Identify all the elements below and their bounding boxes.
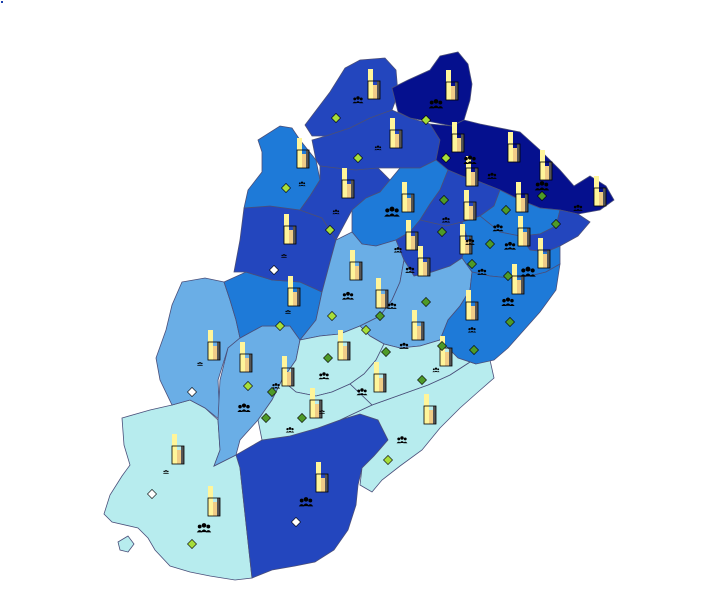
diamond-marker-icon (243, 381, 253, 391)
diamond-marker-icon (297, 413, 307, 423)
bar-chart-icon (463, 190, 477, 221)
diamond-marker-icon (467, 259, 477, 269)
bar-chart-icon (451, 122, 465, 153)
diamond-marker-icon (383, 455, 393, 465)
diamond-marker-icon (501, 205, 511, 215)
diamond-marker-icon (291, 517, 301, 527)
diamond-marker-icon (275, 321, 285, 331)
bar-chart-icon (375, 278, 389, 309)
diamond-marker-icon (375, 311, 385, 321)
diamond-marker-icon (327, 311, 337, 321)
diamond-marker-icon (417, 375, 427, 385)
diamond-marker-icon (469, 345, 479, 355)
diamond-marker-icon (187, 539, 197, 549)
diamond-marker-icon (281, 183, 291, 193)
corner-dot (1, 1, 3, 3)
diamond-marker-icon (261, 413, 271, 423)
bar-chart-icon (389, 118, 403, 149)
bar-chart-icon (207, 330, 221, 361)
district-khushab[interactable] (299, 165, 391, 241)
bar-chart-icon (283, 214, 297, 245)
bar-chart-icon (517, 216, 531, 247)
bar-chart-icon (439, 336, 453, 367)
diamond-marker-icon (537, 191, 547, 201)
bar-chart-icon (411, 310, 425, 341)
diamond-marker-icon (485, 239, 495, 249)
district-south-islet (117, 535, 135, 553)
bar-chart-icon (367, 69, 381, 100)
diamond-marker-icon (323, 353, 333, 363)
diamond-markers (147, 113, 561, 549)
diamond-marker-icon (187, 387, 197, 397)
bar-chart-icon (511, 264, 525, 295)
bar-chart-icon (349, 250, 363, 281)
bar-chart-icon (593, 176, 607, 207)
bar-chart-icon (309, 388, 323, 419)
bar-chart-icon (423, 394, 437, 425)
diamond-marker-icon (503, 271, 513, 281)
bar-chart-icon (507, 132, 521, 163)
bar-chart-icon (341, 168, 355, 199)
diamond-marker-icon (551, 219, 561, 229)
diamond-marker-icon (361, 325, 371, 335)
bar-chart-symbols (171, 69, 607, 517)
bar-chart-icon (281, 356, 295, 387)
bar-chart-icon (171, 434, 185, 465)
diamond-marker-icon (147, 489, 157, 499)
bar-chart-icon (405, 220, 419, 251)
diamond-marker-icon (325, 225, 335, 235)
bar-chart-icon (315, 462, 329, 493)
bar-chart-icon (401, 182, 415, 213)
diamond-marker-icon (421, 115, 431, 125)
bar-chart-icon (417, 246, 431, 277)
diamond-marker-icon (331, 113, 341, 123)
district-bahawalpur[interactable] (235, 413, 389, 579)
diamond-marker-icon (437, 227, 447, 237)
bar-chart-icon (239, 342, 253, 373)
bar-chart-icon (465, 156, 479, 187)
bar-chart-icon (287, 276, 301, 307)
bar-chart-icon (515, 182, 529, 213)
bar-chart-icon (337, 330, 351, 361)
diamond-marker-icon (381, 347, 391, 357)
bar-chart-icon (207, 486, 221, 517)
bar-chart-icon (539, 150, 553, 181)
diamond-marker-icon (439, 195, 449, 205)
bar-chart-icon (459, 224, 473, 255)
diamond-marker-icon (353, 153, 363, 163)
bar-chart-icon (296, 138, 310, 169)
bar-chart-icon (465, 290, 479, 321)
diamond-marker-icon (269, 265, 279, 275)
diamond-marker-icon (421, 297, 431, 307)
diamond-marker-icon (441, 153, 451, 163)
diamond-marker-icon (437, 341, 447, 351)
bar-chart-icon (537, 238, 551, 269)
diamond-marker-icon (267, 387, 277, 397)
district-rawalpindi[interactable] (391, 51, 473, 127)
diamond-marker-icon (505, 317, 515, 327)
bar-chart-icon (373, 362, 387, 393)
bar-chart-icon (445, 70, 459, 101)
